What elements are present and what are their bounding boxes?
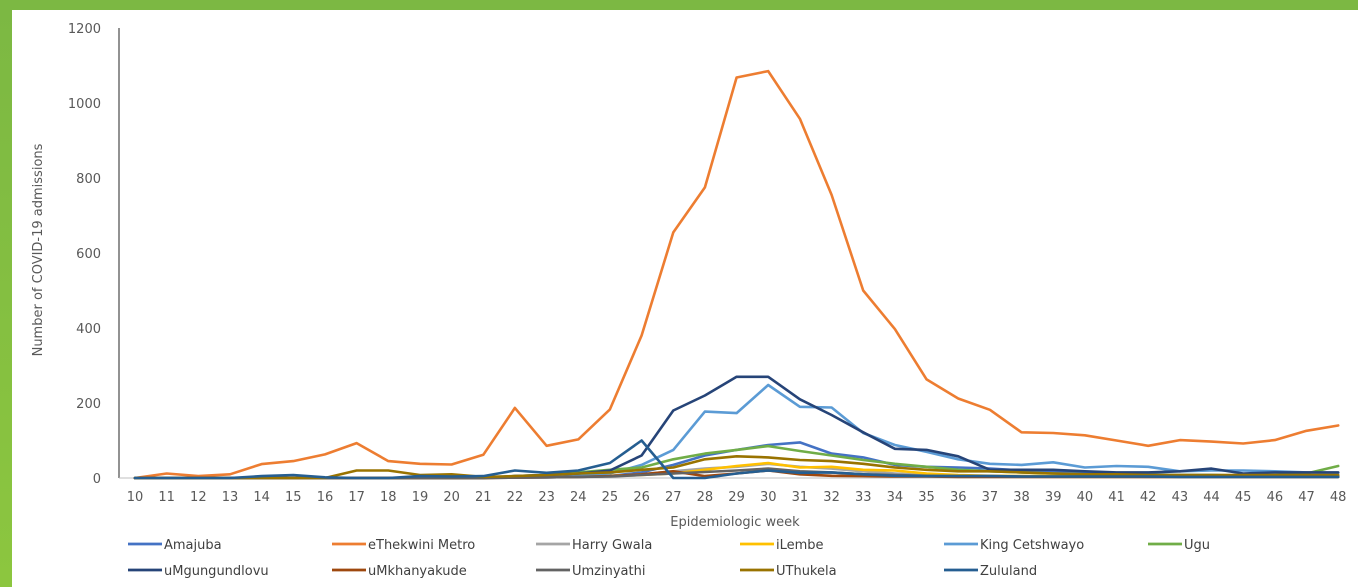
series-lines (133, 69, 1340, 480)
x-tick-label: 22 (507, 490, 524, 505)
legend-label-ilembe: iLembe (776, 538, 824, 553)
x-axis-title: Epidemiologic week (670, 515, 800, 530)
x-tick-label: 29 (728, 490, 745, 505)
y-tick-label: 1200 (68, 22, 101, 37)
x-tick-label: 11 (158, 490, 175, 505)
y-tick-label: 1000 (68, 97, 101, 112)
x-tick-label: 25 (602, 490, 619, 505)
x-tick-label: 42 (1140, 490, 1157, 505)
x-tick-label: 15 (285, 490, 302, 505)
y-tick-label: 400 (76, 322, 101, 337)
x-tick-label: 16 (317, 490, 334, 505)
x-tick-label: 32 (823, 490, 840, 505)
x-tick-label: 44 (1203, 490, 1220, 505)
x-tick-label: 13 (222, 490, 239, 505)
x-tick-label: 17 (348, 490, 365, 505)
axes (118, 28, 1338, 479)
x-tick-label: 41 (1108, 490, 1125, 505)
x-tick-label: 21 (475, 490, 492, 505)
x-tick-label: 35 (918, 490, 935, 505)
series-line-uthukela (133, 454, 1340, 480)
legend-label-amajuba: Amajuba (164, 538, 222, 553)
x-tick-label: 46 (1267, 490, 1284, 505)
y-tick-label: 600 (76, 247, 101, 262)
x-tick-label: 33 (855, 490, 872, 505)
x-tick-label: 12 (190, 490, 207, 505)
x-tick-label: 31 (792, 490, 809, 505)
legend-label-zululand: Zululand (980, 564, 1037, 579)
y-tick-labels: 0 200 400 600 800 1000 1200 (68, 22, 101, 487)
x-tick-label: 26 (633, 490, 650, 505)
y-tick-label: 800 (76, 172, 101, 187)
series-line-king-cetshwayo (133, 383, 1340, 480)
x-tick-label: 43 (1172, 490, 1189, 505)
x-tick-label: 37 (982, 490, 999, 505)
series-line-umgungundlovu (133, 375, 1340, 480)
series-line-zululand (133, 439, 1340, 480)
legend-label-uthukela: UThukela (776, 564, 837, 579)
x-tick-label: 18 (380, 490, 397, 505)
chart-panel (12, 10, 1358, 587)
x-tick-label: 19 (412, 490, 429, 505)
legend-label-ugu: Ugu (1184, 538, 1210, 553)
x-tick-label: 27 (665, 490, 682, 505)
legend-label-ethekwini-metro: eThekwini Metro (368, 538, 475, 553)
y-axis-title: Number of COVID-19 admissions (31, 143, 46, 356)
x-tick-label: 14 (253, 490, 270, 505)
series-line-ethekwini-metro (133, 69, 1340, 480)
legend-label-harry-gwala: Harry Gwala (572, 538, 652, 553)
x-tick-label: 10 (127, 490, 144, 505)
x-tick-label: 34 (887, 490, 904, 505)
x-tick-label: 28 (697, 490, 714, 505)
y-tick-label: 0 (93, 472, 101, 487)
x-tick-label: 20 (443, 490, 460, 505)
legend-label-king-cetshwayo: King Cetshwayo (980, 538, 1084, 553)
x-tick-label: 24 (570, 490, 587, 505)
x-tick-label: 30 (760, 490, 777, 505)
x-tick-label: 36 (950, 490, 967, 505)
x-tick-label: 45 (1235, 490, 1252, 505)
x-tick-label: 47 (1298, 490, 1315, 505)
x-tick-label: 40 (1077, 490, 1094, 505)
x-tick-label: 39 (1045, 490, 1062, 505)
y-tick-label: 200 (76, 397, 101, 412)
x-tick-labels: 10 11 12 13 14 15 16 17 18 19 20 21 22 23 24 25 26 27 28 29… (127, 490, 1347, 505)
legend-label-umgungundlovu: uMgungundlovu (164, 564, 269, 579)
x-tick-label: 23 (538, 490, 555, 505)
x-tick-label: 38 (1013, 490, 1030, 505)
legend: Amajuba eThekwini Metro Harry Gwala iLembe K… (128, 538, 1210, 579)
legend-label-umkhanyakude: uMkhanyakude (368, 564, 467, 579)
x-tick-label: 48 (1330, 490, 1347, 505)
legend-label-umzinyathi: Umzinyathi (572, 564, 645, 579)
